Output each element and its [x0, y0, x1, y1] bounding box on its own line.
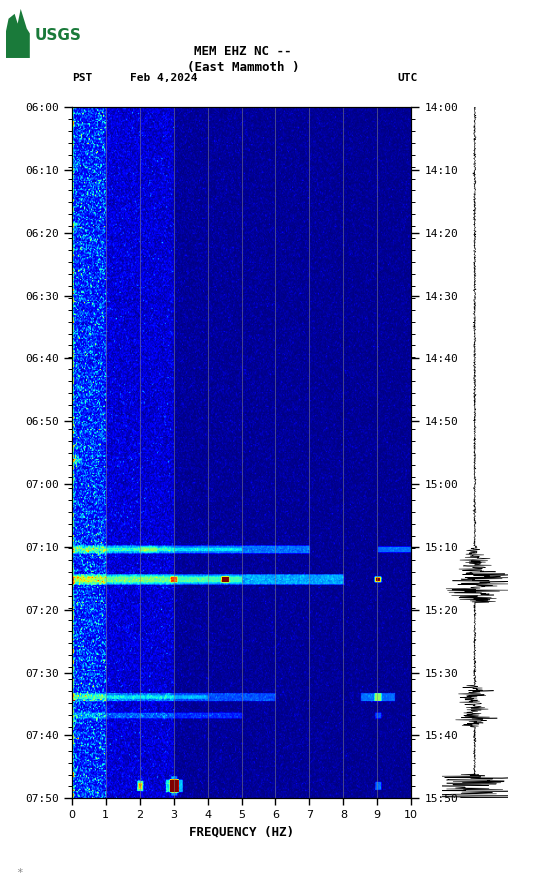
Text: PST: PST	[72, 73, 92, 84]
Text: (East Mammoth ): (East Mammoth )	[187, 62, 299, 74]
X-axis label: FREQUENCY (HZ): FREQUENCY (HZ)	[189, 826, 294, 838]
Text: *: *	[17, 868, 23, 878]
Text: MEM EHZ NC --: MEM EHZ NC --	[194, 45, 291, 58]
Text: UTC: UTC	[397, 73, 418, 84]
Text: USGS: USGS	[35, 29, 82, 44]
Text: Feb 4,2024: Feb 4,2024	[130, 73, 197, 84]
PathPatch shape	[6, 9, 30, 58]
